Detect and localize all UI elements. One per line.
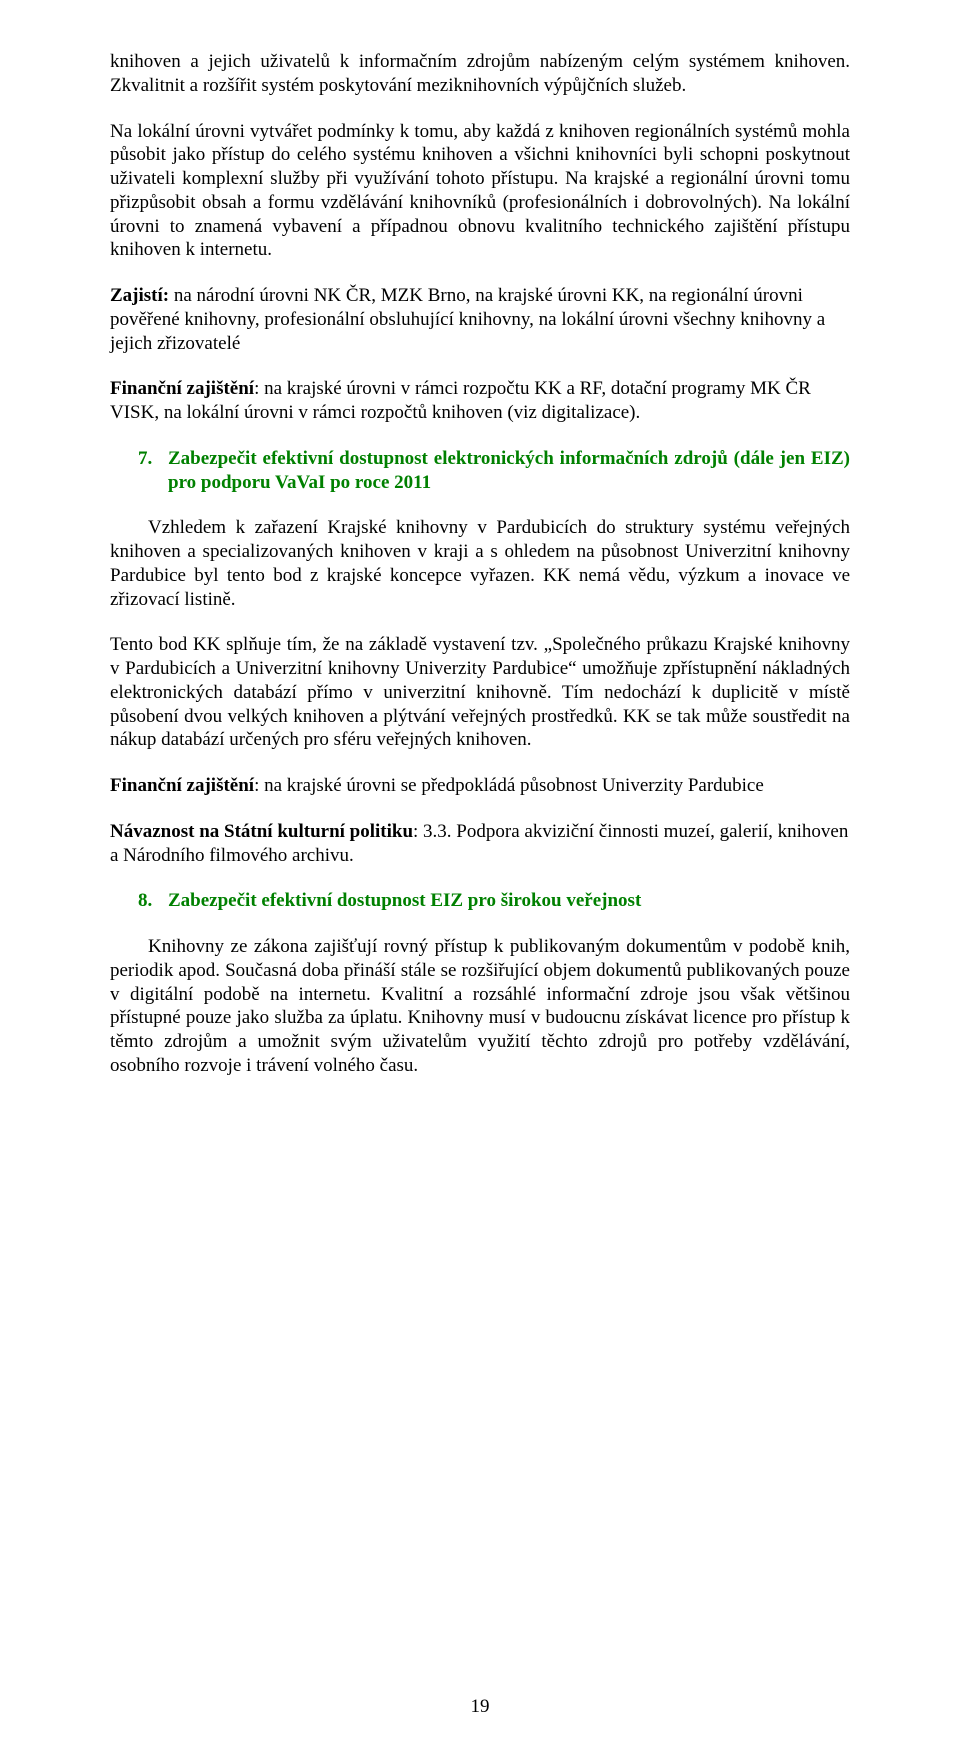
document-page: knihoven a jejich uživatelů k informační… bbox=[0, 0, 960, 1747]
paragraph: Finanční zajištění: na krajské úrovni se… bbox=[110, 774, 850, 798]
paragraph: Finanční zajištění: na krajské úrovni v … bbox=[110, 377, 850, 401]
paragraph: pověřené knihovny, profesionální obsluhu… bbox=[110, 308, 850, 356]
text: na národní úrovni NK ČR, MZK Brno, na kr… bbox=[169, 285, 803, 306]
paragraph: Vzhledem k zařazení Krajské knihovny v P… bbox=[110, 516, 850, 611]
heading-text: Zabezpečit efektivní dostupnost elektron… bbox=[168, 447, 850, 495]
text: : na krajské úrovni se předpokládá působ… bbox=[254, 775, 764, 796]
label-financni: Finanční zajištění bbox=[110, 775, 254, 796]
section-heading-7: 7. Zabezpečit efektivní dostupnost elekt… bbox=[110, 447, 850, 495]
heading-text: Zabezpečit efektivní dostupnost EIZ pro … bbox=[168, 889, 850, 913]
paragraph: Knihovny ze zákona zajišťují rovný příst… bbox=[110, 935, 850, 1078]
label-zajisti: Zajistí: bbox=[110, 285, 169, 306]
text: : na krajské úrovni v rámci rozpočtu KK … bbox=[254, 378, 811, 399]
paragraph: Zajistí: na národní úrovni NK ČR, MZK Br… bbox=[110, 284, 850, 308]
heading-number: 7. bbox=[110, 447, 168, 495]
section-heading-8: 8. Zabezpečit efektivní dostupnost EIZ p… bbox=[110, 889, 850, 913]
page-number: 19 bbox=[0, 1695, 960, 1719]
paragraph: Na lokální úrovni vytvářet podmínky k to… bbox=[110, 120, 850, 263]
paragraph: Návaznost na Státní kulturní politiku: 3… bbox=[110, 820, 850, 868]
paragraph: knihoven a jejich uživatelů k informační… bbox=[110, 50, 850, 98]
heading-number: 8. bbox=[110, 889, 168, 913]
paragraph: VISK, na lokální úrovni v rámci rozpočtů… bbox=[110, 401, 850, 425]
label-navaznost: Návaznost na Státní kulturní politiku bbox=[110, 821, 413, 842]
label-financni: Finanční zajištění bbox=[110, 378, 254, 399]
paragraph: Tento bod KK splňuje tím, že na základě … bbox=[110, 633, 850, 752]
